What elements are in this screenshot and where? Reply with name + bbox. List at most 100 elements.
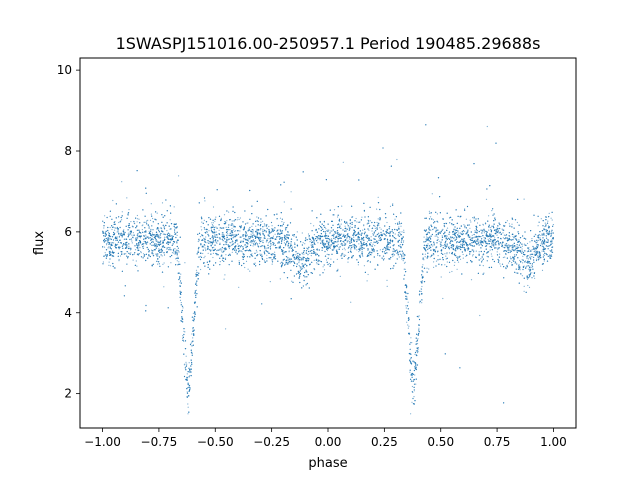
data-point (230, 234, 232, 236)
data-point (446, 253, 448, 255)
data-point (283, 221, 285, 224)
data-point (472, 254, 474, 256)
data-point (457, 256, 459, 258)
data-point (152, 241, 155, 243)
data-point (552, 224, 555, 226)
data-point (424, 247, 426, 249)
data-point (310, 255, 312, 257)
data-point (454, 231, 456, 233)
data-point (254, 262, 256, 264)
data-point (520, 251, 522, 253)
data-point (224, 220, 226, 223)
data-point (263, 230, 265, 232)
data-point (256, 216, 258, 218)
data-point (407, 324, 409, 326)
data-point (456, 268, 458, 270)
data-point (137, 233, 139, 235)
data-point (547, 240, 550, 242)
data-point (526, 251, 529, 253)
data-point (192, 328, 194, 330)
data-point (108, 264, 110, 266)
data-point (417, 316, 420, 318)
data-point (532, 247, 535, 249)
data-point (240, 236, 242, 238)
data-point (518, 268, 521, 270)
data-point (228, 226, 230, 228)
data-point (212, 224, 214, 227)
data-point (521, 248, 523, 250)
data-point (454, 252, 456, 255)
data-point (466, 247, 468, 250)
data-point (119, 233, 121, 235)
data-point (200, 226, 202, 228)
data-point (235, 230, 237, 232)
data-point (361, 233, 363, 235)
data-point (332, 214, 334, 216)
data-point (105, 243, 108, 245)
data-point (529, 241, 531, 243)
data-point (454, 261, 456, 263)
data-point (283, 201, 285, 203)
data-point (488, 229, 490, 231)
data-point (546, 231, 548, 233)
data-point (538, 254, 540, 256)
data-point (319, 224, 321, 227)
data-point (445, 239, 447, 241)
data-point (525, 244, 527, 246)
data-point (131, 234, 133, 236)
data-point (413, 389, 415, 391)
data-point (416, 343, 419, 345)
data-point (347, 247, 349, 249)
data-point (389, 238, 392, 240)
data-point (305, 260, 307, 262)
data-point (170, 262, 172, 264)
data-point (142, 245, 145, 247)
data-point (109, 246, 111, 248)
data-point (516, 221, 519, 224)
data-point (106, 242, 109, 244)
data-point (212, 226, 214, 228)
data-point (297, 255, 299, 257)
data-point (507, 244, 509, 246)
data-point (283, 242, 285, 244)
data-point (424, 253, 426, 255)
data-point (370, 236, 372, 238)
data-point (513, 254, 516, 256)
data-point (186, 387, 189, 389)
data-point (490, 229, 492, 231)
data-point (202, 252, 204, 255)
data-point (140, 251, 142, 253)
data-point (238, 218, 240, 221)
data-point (136, 214, 138, 217)
data-point (519, 269, 521, 271)
data-point (241, 251, 243, 253)
data-point (313, 241, 315, 243)
data-point (216, 250, 218, 252)
data-point (509, 236, 511, 238)
data-point (430, 229, 432, 231)
data-point (468, 244, 470, 246)
data-point (317, 237, 319, 239)
data-point (114, 229, 116, 231)
data-point (448, 252, 451, 254)
data-point (433, 254, 435, 256)
data-point (519, 259, 521, 262)
data-point (550, 241, 552, 244)
data-point (481, 230, 483, 232)
data-point (261, 253, 263, 255)
data-point (469, 227, 471, 229)
data-point (113, 242, 115, 244)
data-point (213, 241, 215, 243)
data-point (408, 318, 410, 320)
data-point (307, 253, 309, 255)
data-point (374, 227, 376, 229)
data-point (511, 249, 514, 251)
data-point (173, 252, 175, 254)
data-point (270, 244, 272, 246)
data-point (403, 268, 405, 270)
data-point (433, 242, 435, 244)
data-point (203, 246, 205, 248)
data-point (127, 233, 129, 235)
data-point (445, 258, 447, 260)
